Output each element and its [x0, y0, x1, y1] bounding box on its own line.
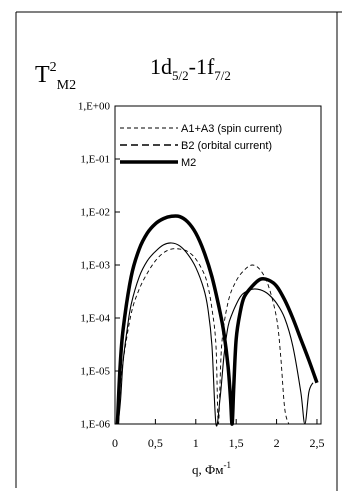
y-tick-label: 1,E-03 [80, 260, 110, 272]
legend-label-a1a3: A1+A3 (spin current) [181, 123, 282, 135]
x-axis-label-sup: -1 [224, 460, 232, 470]
title-transition-sep: -1f [189, 54, 215, 79]
y-tick-label: 1,E-02 [80, 207, 110, 219]
plot-area [114, 105, 322, 425]
title-y-letter: T [35, 62, 50, 88]
title-transition-a-sub: 5/2 [172, 68, 189, 83]
series-layer [115, 214, 319, 427]
x-tick-label: 0,5 [148, 436, 163, 450]
title-transition-b-sub: 7/2 [214, 68, 231, 83]
x-axis-label-text: q, Фм [192, 462, 224, 477]
y-tick-label: 1,E-01 [80, 154, 110, 166]
title-y-sub: M2 [57, 78, 76, 93]
y-tick-label: 1,E-06 [80, 419, 110, 431]
chart-transition: 1d5/2-1f7/2 [150, 54, 231, 83]
series-line-b2 [117, 242, 314, 427]
x-tick-label: 1 [193, 436, 199, 450]
x-tick-label: 2 [274, 436, 280, 450]
x-axis: 0 0,5 1 1,5 2 2,5 [112, 419, 324, 450]
y-axis: 1,E-06 1,E-05 1,E-04 1,E-03 1,E-02 1,E-01 1,E+… [78, 101, 120, 431]
y-tick-label: 1,E-05 [80, 366, 110, 378]
x-tick-label: 0 [112, 436, 118, 450]
legend-label-b2: B2 (orbital current) [181, 140, 272, 152]
y-tick-label: 1,E-04 [80, 313, 110, 325]
y-tick-label: 1,E+00 [78, 101, 111, 113]
legend: A1+A3 (spin current) B2 (orbital current… [120, 123, 282, 169]
legend-label-m2: M2 [181, 157, 196, 169]
series-line-a1a3 [116, 248, 290, 425]
chart-y-symbol: T2M2 [35, 60, 76, 93]
x-tick-label: 2,5 [309, 436, 324, 450]
x-tick-label: 1,5 [229, 436, 244, 450]
series-line-m2 [115, 214, 319, 426]
title-y-sup: 2 [50, 60, 57, 75]
title-transition-a: 1d [150, 54, 172, 79]
x-axis-label: q, Фм-1 [192, 460, 231, 477]
